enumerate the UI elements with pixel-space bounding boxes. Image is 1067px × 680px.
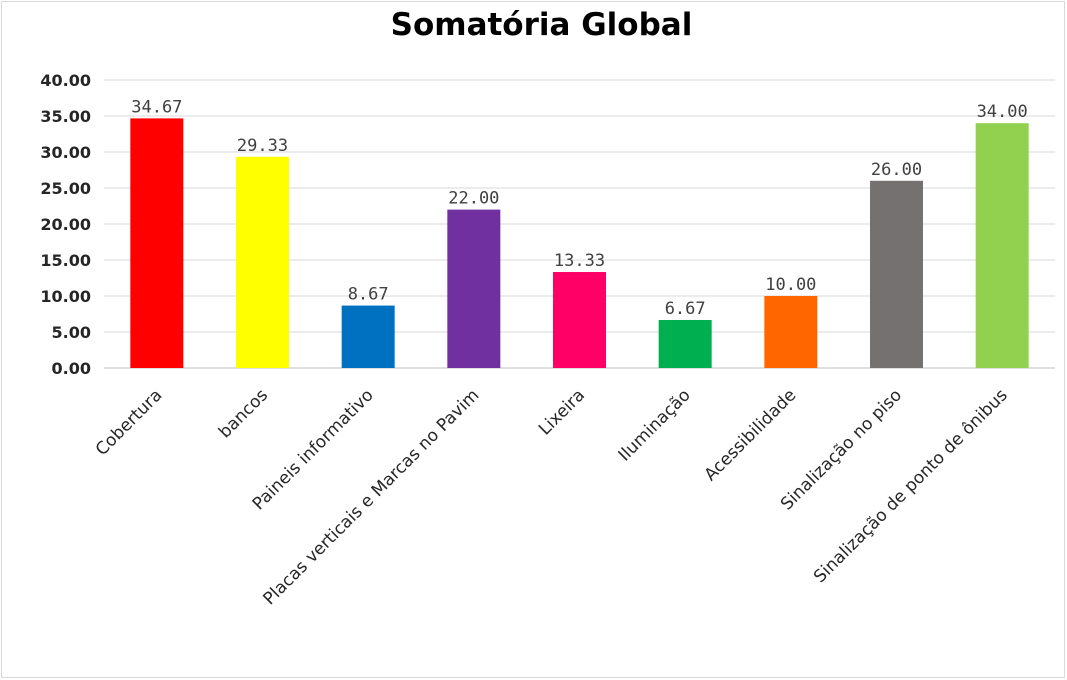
- x-tick-label: Lixeira: [535, 385, 589, 439]
- y-tick-label: 25.00: [40, 179, 91, 198]
- x-tick-label: Placas verticais e Marcas no Pavim: [260, 385, 484, 609]
- bar: [236, 156, 289, 368]
- data-label: 6.67: [665, 299, 706, 319]
- data-labels: 34.67 29.33 8.67 22.00 13.33 6.67 10.00 26.00 34…: [131, 97, 1028, 319]
- data-label: 10.00: [765, 275, 816, 295]
- data-label: 34.67: [131, 97, 182, 117]
- y-tick-label: 35.00: [40, 107, 91, 126]
- bar: [130, 118, 184, 368]
- y-axis-ticks: 0.00 5.00 10.00 15.00 20.00 25.00 30.00 35.00 40…: [40, 71, 91, 378]
- bar: [341, 305, 395, 368]
- y-tick-label: 20.00: [40, 215, 91, 234]
- y-tick-label: 15.00: [40, 251, 91, 270]
- y-tick-label: 30.00: [40, 143, 91, 162]
- bar: [764, 296, 818, 368]
- x-tick-label: Cobertura: [92, 385, 167, 460]
- chart-title: Somatória Global: [390, 7, 693, 43]
- data-label: 34.00: [977, 102, 1028, 122]
- bar: [447, 209, 501, 368]
- bar: [553, 272, 606, 368]
- data-label: 26.00: [871, 160, 922, 180]
- data-label: 8.67: [348, 285, 389, 305]
- y-tick-label: 0.00: [52, 359, 91, 378]
- bars: [130, 118, 1029, 368]
- x-tick-label: bancos: [215, 385, 272, 442]
- data-label: 22.00: [448, 189, 499, 209]
- y-tick-label: 40.00: [40, 71, 91, 90]
- y-tick-label: 10.00: [40, 287, 91, 306]
- bar: [870, 180, 923, 368]
- y-tick-label: 5.00: [52, 323, 91, 342]
- x-tick-label: Acessibilidade: [701, 385, 801, 485]
- x-tick-label: Sinalização de ponto de ônibus: [810, 385, 1012, 587]
- data-label: 13.33: [554, 251, 605, 271]
- bar: [658, 319, 712, 368]
- x-tick-label: Iluminação: [615, 385, 695, 465]
- bar: [975, 123, 1029, 368]
- data-label: 29.33: [237, 136, 288, 156]
